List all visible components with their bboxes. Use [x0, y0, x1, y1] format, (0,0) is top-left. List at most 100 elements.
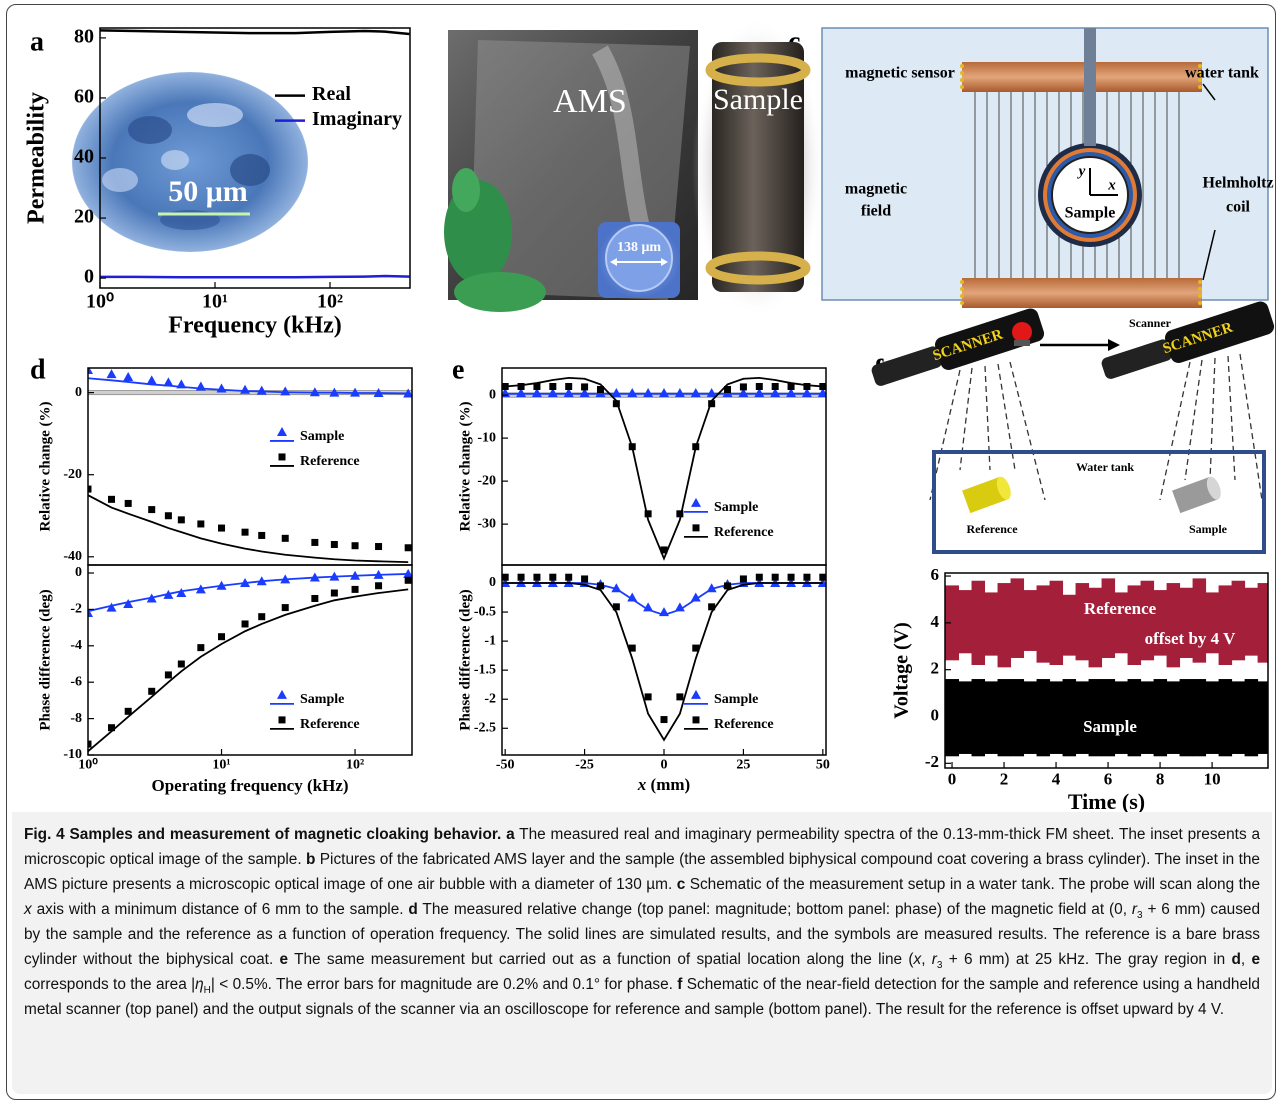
- x-tick-label: 10¹: [212, 758, 230, 773]
- measured-point: [352, 586, 359, 593]
- signal-band: [1024, 681, 1038, 754]
- signal-band: [1167, 583, 1181, 667]
- caption-run: axis with a minimum distance of 6 mm to …: [32, 901, 409, 918]
- measured-point: [756, 574, 763, 581]
- simulated-line: [88, 574, 408, 611]
- schematic-label: Reference: [966, 522, 1018, 536]
- signal-band: [1063, 595, 1077, 656]
- measured-point: [581, 383, 588, 390]
- signal-band: [985, 681, 999, 754]
- schematic-label: field: [861, 203, 891, 220]
- measured-point: [724, 582, 731, 589]
- plot-area: [500, 574, 828, 740]
- measured-point: [196, 381, 206, 390]
- measured-point: [691, 388, 701, 397]
- y-tick-label: 0: [931, 705, 940, 724]
- caption-run: The same measurement but carried out as …: [288, 951, 913, 968]
- y-tick-label: 0: [489, 387, 496, 402]
- schematic-label: magnetic sensor: [845, 65, 955, 82]
- schematic-label: Sample: [1065, 205, 1116, 222]
- caption-run: ,: [921, 951, 932, 968]
- y-tick-label: -20: [63, 467, 82, 482]
- signal-band: [1050, 581, 1064, 665]
- coil-dot: [1198, 301, 1202, 305]
- legend-symbol: [277, 427, 287, 436]
- measured-point: [645, 510, 652, 517]
- signal-band: [1050, 681, 1064, 754]
- chart: 0-20-40Relative change (%)SampleReferenc…: [37, 365, 413, 565]
- y-tick-label: -40: [63, 549, 82, 564]
- caption-run: x: [24, 901, 32, 918]
- x-tick-label: 10⁰: [86, 291, 114, 313]
- legend-symbol: [693, 716, 700, 723]
- plot-area: [83, 365, 413, 562]
- measured-point: [125, 500, 132, 507]
- caption-run: Fig. 4 Samples and measurement of magnet…: [24, 826, 515, 843]
- y-tick-label: -1: [484, 633, 496, 648]
- measured-point: [197, 520, 204, 527]
- panel-label: e: [452, 354, 464, 385]
- measured-point: [533, 383, 540, 390]
- measured-point: [803, 574, 810, 581]
- caption-run: Schematic of the measurement setup in a …: [685, 876, 1260, 893]
- caption-run: b: [306, 851, 315, 868]
- measured-point: [148, 688, 155, 695]
- coil-dot: [1198, 294, 1202, 298]
- y-tick-label: -1.5: [474, 662, 496, 677]
- measured-point: [240, 385, 250, 394]
- measured-point: [661, 716, 668, 723]
- axis-symbol: y: [1077, 163, 1086, 179]
- y-tick-label: 20: [74, 206, 94, 228]
- y-tick-label: -2.5: [474, 720, 496, 735]
- legend-label: Sample: [714, 500, 758, 515]
- measured-point: [803, 383, 810, 390]
- simulated-line: [88, 589, 408, 751]
- measured-point: [772, 574, 779, 581]
- plot-frame: [88, 368, 412, 565]
- x-tick-label: 0: [661, 758, 668, 773]
- measured-point: [772, 383, 779, 390]
- schematic-label: Scanner: [1129, 316, 1172, 330]
- figure: a b c d e f 50 μm AMS 138 μm Sample: [0, 0, 1284, 812]
- panel-label: d: [30, 354, 46, 385]
- schematic-label: Water tank: [1076, 460, 1134, 474]
- signal-band: [1232, 581, 1246, 661]
- measured-point: [597, 386, 604, 393]
- y-tick-label: -10: [477, 430, 496, 445]
- measured-point: [708, 603, 715, 610]
- y-axis-label: Relative change (%): [457, 402, 473, 532]
- legend-label: Sample: [300, 429, 344, 444]
- panel-label: a: [30, 26, 44, 57]
- caption-run: H: [204, 985, 211, 996]
- x-axis-label-part: x: [637, 775, 647, 794]
- signal-band: [1258, 681, 1272, 754]
- measured-point: [108, 724, 115, 731]
- measured-point: [331, 590, 338, 597]
- y-axis-label: Phase difference (deg): [37, 589, 53, 730]
- caption-run: ,: [1241, 951, 1252, 968]
- signal-band: [1206, 681, 1220, 754]
- measured-point: [645, 693, 652, 700]
- legend-label: Imaginary: [312, 108, 402, 130]
- signal-band: [1193, 679, 1207, 756]
- scale-label: 50 μm: [168, 175, 248, 208]
- legend-label: Reference: [300, 454, 360, 469]
- measured-point: [258, 613, 265, 620]
- measured-point: [311, 595, 318, 602]
- x-tick-label: 6: [1104, 770, 1113, 789]
- caption-run: corresponds to the area |: [24, 976, 195, 993]
- x-axis-label: Time (s): [1068, 789, 1145, 812]
- measured-point: [643, 388, 653, 397]
- sample-photo: [692, 18, 824, 318]
- signal-band: [972, 679, 986, 756]
- y-tick-label: 0: [489, 575, 496, 590]
- caption-run: d: [408, 901, 417, 918]
- y-axis-label: Voltage (V): [891, 622, 913, 718]
- measured-point: [708, 400, 715, 407]
- coil-dot: [960, 64, 964, 68]
- plot-frame: [88, 565, 412, 755]
- measured-point: [257, 386, 267, 395]
- y-tick-label: 2: [931, 659, 940, 678]
- measured-point: [217, 384, 227, 393]
